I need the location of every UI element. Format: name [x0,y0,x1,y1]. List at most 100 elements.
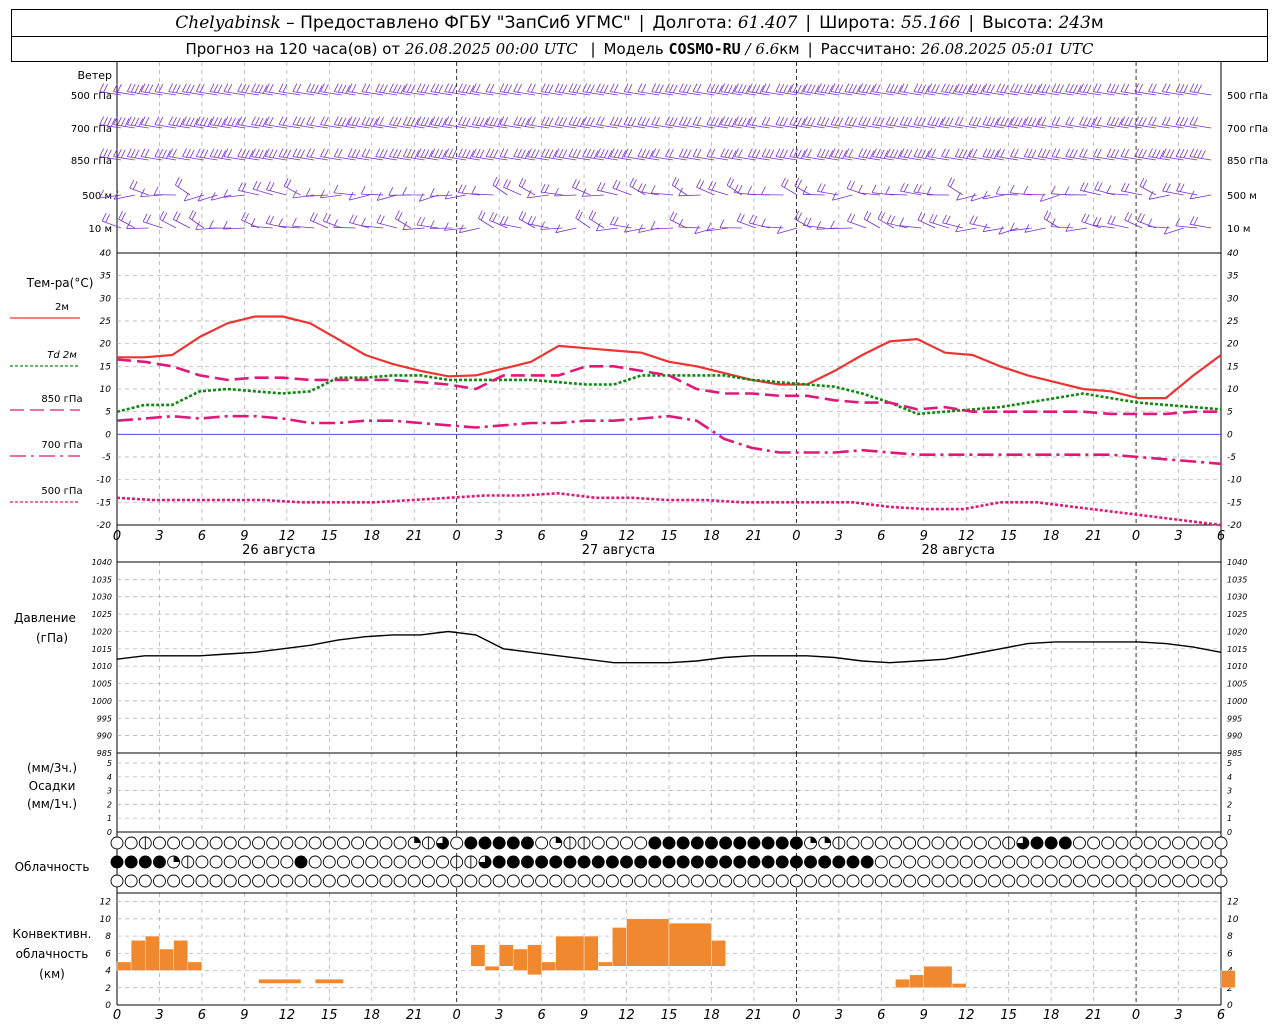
wind-barb [871,184,894,196]
wind-barb [182,83,204,96]
wind-barb [596,182,618,196]
precip-panel-grid [116,753,1222,832]
conv-bar [668,922,712,967]
wind-barb [526,189,549,199]
wind-barb [582,83,605,96]
cloud-mark [414,837,421,843]
wind-barb [1092,83,1115,96]
pressure-tick-right: 1010 [1227,662,1247,671]
cloud-symbol [903,855,917,869]
wind-barb [899,148,922,161]
wind-barb [872,83,894,96]
wind-barb [637,116,660,129]
wind-barb [361,148,384,161]
cloud-symbol [1214,874,1228,888]
cloud-symbol [690,855,704,869]
wind-barb [982,223,1005,233]
time-tick-label: 18 [703,1008,720,1023]
time-tick-label: 3 [155,1008,163,1023]
wind-barb [429,220,453,229]
wind-barb [794,210,812,229]
cloud-symbol [478,836,492,850]
cloud-symbol [153,836,166,850]
wind-barb [1120,116,1143,129]
conv-tick-right: 10 [1227,915,1239,925]
cloud-symbol [973,836,987,850]
wind-barb [444,83,467,96]
wind-barb [913,148,936,161]
pressure-tick-right: 1015 [1227,645,1247,654]
temp-tick-left: -10 [96,476,111,486]
wind-barb [789,83,812,96]
wind-barb [706,148,729,161]
wind-barb [375,116,398,129]
wind-barb [582,148,605,161]
wind-barb [609,148,632,161]
conv-bar [923,966,953,988]
cloud-symbol [676,836,690,850]
time-tick-label: 9 [240,1008,248,1023]
pressure-tick-right: 1025 [1227,610,1247,619]
wind-barbs [99,83,1212,235]
cloud-symbol [365,874,379,888]
temp-tick-left: 40 [100,249,112,259]
cloud-symbol [917,855,931,869]
cloud-symbol [733,855,747,869]
wind-barb [416,216,439,229]
wind-barb [175,176,191,196]
pressure-tick-left: 990 [97,732,112,741]
cloud-symbol [931,874,945,888]
cloud-symbol [676,855,690,869]
wind-barb [237,148,260,161]
wind-barb [885,83,908,96]
cloud-symbol [237,855,251,869]
wind-barb [747,186,770,196]
forecast-text: Прогноз на 120 часа(ов) от [185,40,401,58]
wind-barb [1162,182,1184,196]
cloud-symbol [492,874,506,888]
wind-barb [1023,148,1046,161]
cloud-symbol [648,855,662,869]
cloud-symbol [719,855,733,869]
time-tick-label: 9 [580,529,588,544]
wind-barb [1189,148,1212,161]
conv-tick-right: 2 [1227,984,1233,994]
wind-barb [885,116,908,129]
cloud-symbol [676,874,690,888]
wind-barb [168,83,191,96]
wind-barb [885,186,908,196]
cloud-symbol [1058,855,1072,869]
wind-barb [1163,226,1184,235]
cloud-symbol [1087,836,1101,850]
cloud-symbol [889,836,902,850]
temp-tick-right: 5 [1227,408,1233,418]
wind-barb [129,179,149,196]
cloud-symbol [945,855,959,869]
time-tick-label: 12 [958,529,975,544]
wind-barb [402,83,425,96]
day-label: 27 августа [582,543,656,558]
cloud-symbol [393,874,407,888]
wind-barb [499,83,522,96]
temp-tick-left: -20 [96,521,111,531]
wind-barb [471,148,494,161]
cloud-symbol [1214,836,1228,850]
wind-barb [899,83,922,96]
wind-barb [637,148,660,161]
wind-barb [1148,148,1170,161]
cloud-symbol [252,855,265,869]
wind-barb [1092,116,1115,129]
cloud-mark [479,856,491,868]
wind-barb [101,212,122,229]
cloud-symbol [761,855,775,869]
wind-barb [478,210,494,229]
time-tick-label: 6 [1217,529,1225,544]
wind-barb [942,214,963,229]
cloud-symbol [223,836,237,850]
cloud-mark [555,837,562,843]
cloud-symbol [634,836,648,850]
cloud-symbol [973,874,987,888]
cloud-symbol [506,836,520,850]
wind-barb [292,189,315,199]
wind-barb [954,83,977,96]
